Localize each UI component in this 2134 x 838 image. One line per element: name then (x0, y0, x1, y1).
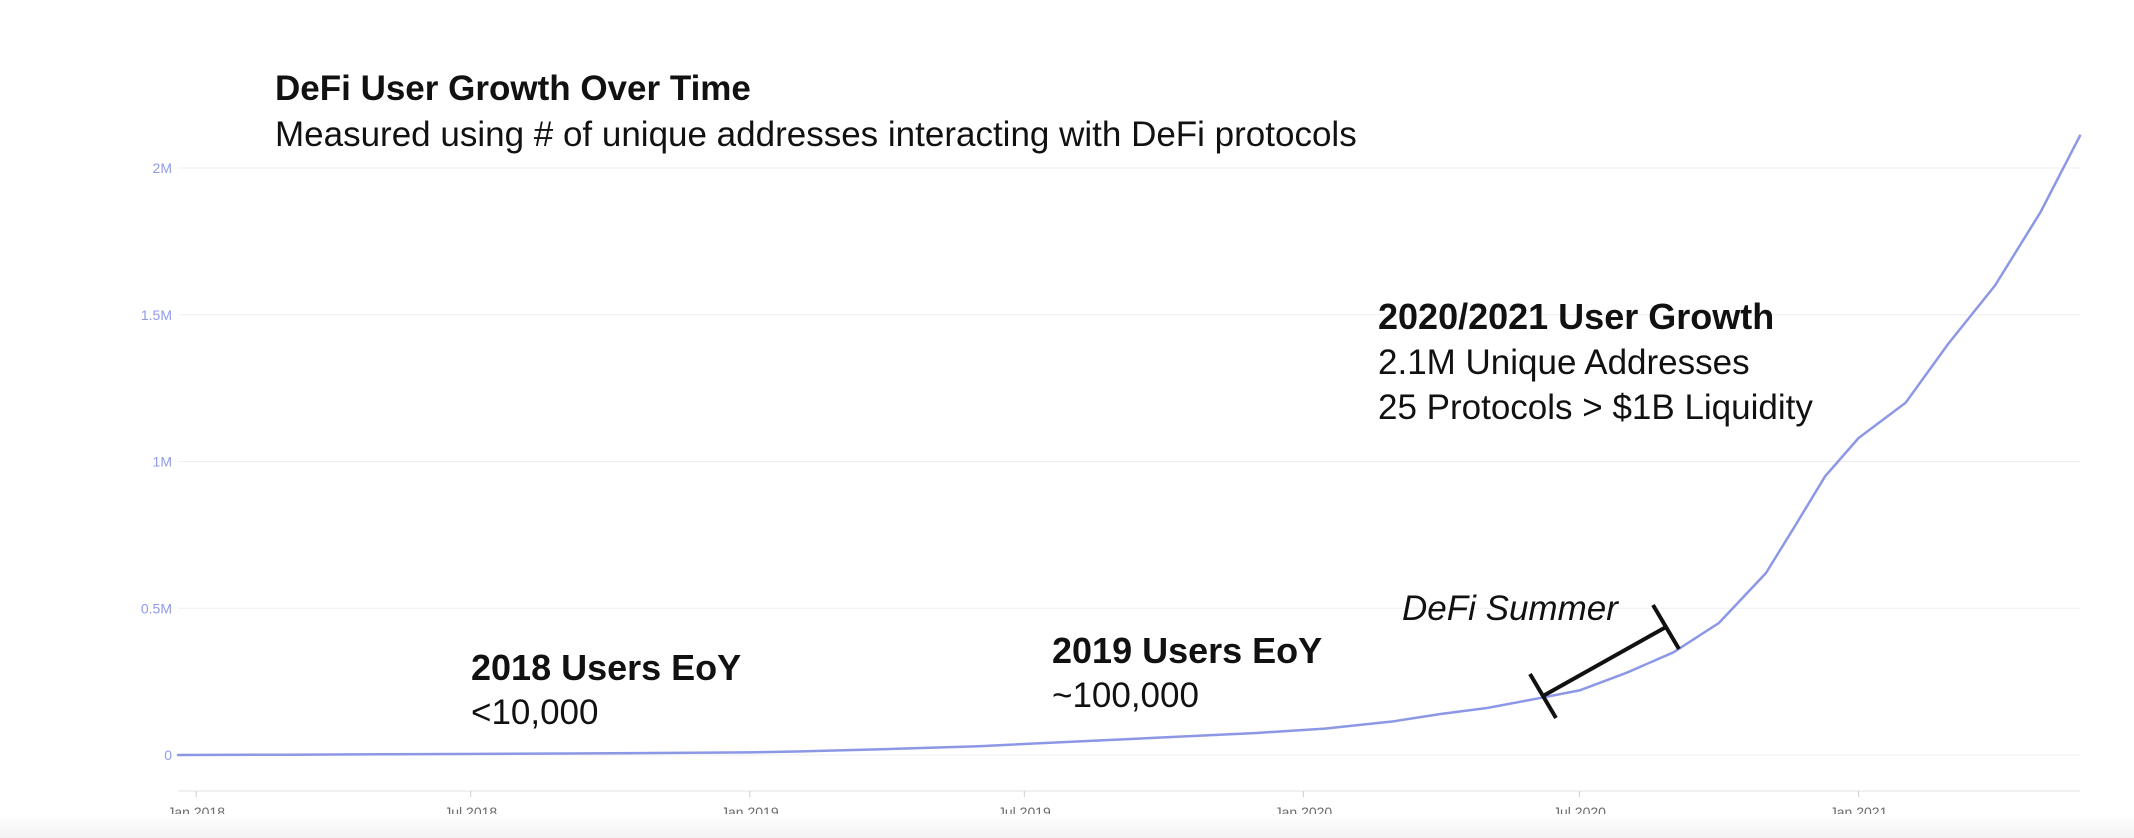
annotation-2018: 2018 Users EoY <10,000 (471, 647, 741, 732)
series-layer (176, 134, 2082, 757)
defi-summer-bracket-end (1651, 603, 1681, 651)
defi-summer-bracket-line (1542, 625, 1667, 698)
y-tick-label: 0 (164, 747, 172, 763)
y-tick-label: 1M (153, 454, 172, 470)
grid-layer (178, 167, 2080, 756)
y-tick-label: 1.5M (141, 307, 172, 323)
annotation-2018-heading: 2018 Users EoY (471, 647, 741, 688)
annotation-growth-heading: 2020/2021 User Growth (1378, 296, 1774, 337)
annotation-growth-line-1: 2.1M Unique Addresses (1378, 343, 1750, 382)
chart-title-block: DeFi User Growth Over Time Measured usin… (275, 69, 1357, 154)
chart-subtitle: Measured using # of unique addresses int… (275, 115, 1357, 154)
series-line (176, 134, 2082, 757)
defi-summer-annotation: DeFi Summer (1402, 589, 1681, 720)
annotation-2020-2021: 2020/2021 User Growth 2.1M Unique Addres… (1378, 296, 1813, 427)
y-tick-label: 2M (153, 160, 172, 176)
annotation-2019-heading: 2019 Users EoY (1052, 630, 1322, 671)
defi-summer-label: DeFi Summer (1402, 589, 1619, 628)
annotation-growth-line-2: 25 Protocols > $1B Liquidity (1378, 388, 1813, 427)
annotation-2019: 2019 Users EoY ~100,000 (1052, 630, 1322, 715)
chart-title: DeFi User Growth Over Time (275, 69, 751, 108)
annotation-2019-value: ~100,000 (1052, 676, 1199, 715)
defi-summer-bracket-start (1528, 672, 1558, 720)
y-tick-label: 0.5M (141, 600, 172, 616)
bottom-shadow-band (0, 814, 2134, 838)
annotation-2018-value: <10,000 (471, 693, 599, 732)
